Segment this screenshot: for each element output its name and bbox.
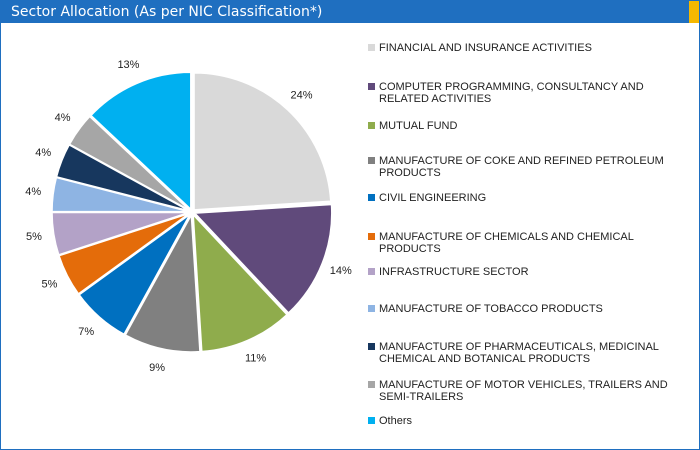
legend-label: MUTUAL FUND [379, 120, 458, 132]
panel-title: Sector Allocation (As per NIC Classifica… [1, 1, 689, 23]
pie-slice [124, 212, 201, 353]
legend-label: MANUFACTURE OF CHEMICALS AND CHEMICAL PR… [379, 231, 634, 255]
legend-swatch [368, 194, 375, 201]
legend-label: Others [379, 415, 413, 427]
legend-item: Others [368, 415, 693, 427]
pie-slice [51, 211, 190, 256]
legend-item: MANUFACTURE OF COKE AND REFINED PETROLEU… [368, 155, 693, 179]
data-label: 5% [41, 279, 57, 291]
legend-item: INFRASTRUCTURE SECTOR [368, 266, 693, 278]
legend-swatch [368, 381, 375, 388]
legend-label: MANUFACTURE OF PHARMACEUTICALS, MEDICINA… [379, 341, 659, 365]
legend-label: FINANCIAL AND INSURANCE ACTIVITIES [379, 42, 592, 54]
pie-slice [68, 115, 191, 211]
data-label: 9% [149, 362, 165, 374]
accent [689, 1, 699, 23]
pie-slice [78, 213, 191, 336]
legend-label: CIVIL ENGINEERING [379, 192, 487, 204]
data-label: 11% [245, 353, 266, 365]
legend-label: MANUFACTURE OF TOBACCO PRODUCTS [379, 303, 603, 315]
legend-swatch [368, 233, 375, 240]
legend-item: MANUFACTURE OF PHARMACEUTICALS, MEDICINA… [368, 341, 693, 365]
data-label: 5% [26, 231, 42, 243]
legend-item: MANUFACTURE OF TOBACCO PRODUCTS [368, 303, 693, 315]
legend-item: FINANCIAL AND INSURANCE ACTIVITIES [368, 42, 693, 54]
legend-item: CIVIL ENGINEERING [368, 192, 693, 204]
legend-swatch [368, 343, 375, 350]
legend-swatch [368, 83, 375, 90]
legend-label: INFRASTRUCTURE SECTOR [379, 266, 529, 278]
pie-slice [193, 72, 332, 211]
legend-swatch [368, 122, 375, 129]
legend-swatch [368, 268, 375, 275]
legend-item: MUTUAL FUND [368, 120, 693, 132]
pie-slice [192, 212, 289, 353]
pie-slice [51, 176, 190, 213]
data-label: 7% [78, 326, 94, 338]
pie-slice [89, 71, 192, 211]
legend-item: MANUFACTURE OF MOTOR VEHICLES, TRAILERS … [368, 379, 693, 403]
data-label: 4% [25, 186, 41, 198]
data-label: 4% [35, 147, 51, 159]
legend-label: MANUFACTURE OF MOTOR VEHICLES, TRAILERS … [379, 379, 668, 403]
legend-label: MANUFACTURE OF COKE AND REFINED PETROLEU… [379, 155, 664, 179]
pie-slice [58, 212, 190, 295]
data-label: 24% [291, 89, 313, 101]
legend-swatch [368, 44, 375, 51]
legend-swatch [368, 417, 375, 424]
legend-label: COMPUTER PROGRAMMING, CONSULTANCY AND RE… [379, 81, 644, 105]
data-label: 4% [55, 112, 71, 124]
data-label: 14% [330, 265, 352, 277]
pie-slice [193, 203, 333, 315]
data-label: 13% [117, 59, 139, 71]
legend-item: MANUFACTURE OF CHEMICALS AND CHEMICAL PR… [368, 231, 693, 255]
legend-item: COMPUTER PROGRAMMING, CONSULTANCY AND RE… [368, 81, 693, 105]
pie-slice [55, 143, 190, 212]
legend-swatch [368, 157, 375, 164]
legend-swatch [368, 305, 375, 312]
